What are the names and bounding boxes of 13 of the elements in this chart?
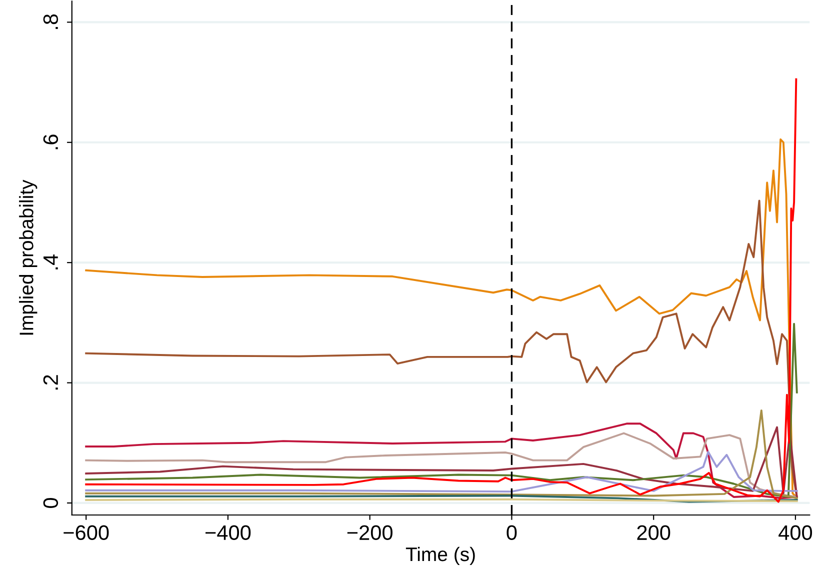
x-tick-label: 400 xyxy=(778,525,812,540)
y-tick-label: .6 xyxy=(43,134,58,150)
x-tick-label: −200 xyxy=(347,525,392,540)
x-tick-label: 0 xyxy=(506,525,517,540)
x-axis-title: Time (s) xyxy=(406,546,475,566)
y-axis-title: Implied probability xyxy=(19,180,38,335)
y-tick-label: .4 xyxy=(44,254,58,270)
y-tick-label: .2 xyxy=(43,375,58,390)
y-tick-label: .8 xyxy=(43,14,58,29)
x-tick-label: −600 xyxy=(64,525,109,540)
x-tick-label: −400 xyxy=(206,525,251,540)
x-tick-label: 200 xyxy=(637,525,670,540)
y-tick-label: 0 xyxy=(43,498,58,508)
